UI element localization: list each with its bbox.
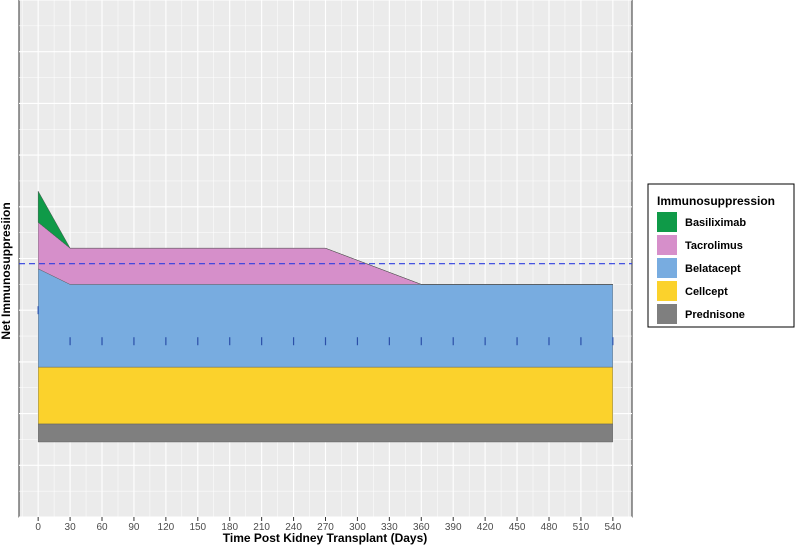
legend: Immunosuppression BasiliximabTacrolimusB… bbox=[647, 183, 795, 328]
legend-swatch-prednisone bbox=[657, 304, 677, 324]
x-tick-label: 150 bbox=[189, 522, 206, 533]
x-tick-label: 240 bbox=[285, 522, 302, 533]
x-tick-label: 0 bbox=[35, 522, 41, 533]
x-tick-label: 210 bbox=[253, 522, 270, 533]
y-axis-title: Net Immunosuppresiion bbox=[0, 202, 13, 339]
legend-label-prednisone: Prednisone bbox=[685, 309, 745, 321]
area-prednisone bbox=[38, 423, 613, 443]
x-tick-label: 540 bbox=[605, 522, 622, 533]
x-tick-label: 180 bbox=[221, 522, 238, 533]
x-tick-label: 450 bbox=[509, 522, 526, 533]
legend-label-cellcept: Cellcept bbox=[685, 286, 728, 298]
x-tick-label: 330 bbox=[381, 522, 398, 533]
x-tick-label: 60 bbox=[96, 522, 108, 533]
legend-swatch-cellcept bbox=[657, 281, 677, 301]
x-tick-label: 480 bbox=[541, 522, 558, 533]
x-tick-label: 510 bbox=[573, 522, 590, 533]
legend-swatch-tacrolimus bbox=[657, 235, 677, 255]
legend-title: Immunosuppression bbox=[657, 194, 775, 208]
legend-items: Basiliximab Tacrolimus Belatacept Cellcept P… bbox=[657, 212, 746, 324]
legend-label-tacrolimus: Tacrolimus bbox=[685, 240, 743, 252]
x-tick-label: 90 bbox=[128, 522, 140, 533]
x-tick-label: 30 bbox=[65, 522, 77, 533]
legend-label-basiliximab: Basiliximab bbox=[685, 217, 746, 229]
area-cellcept bbox=[38, 366, 613, 425]
x-tick-label: 390 bbox=[445, 522, 462, 533]
x-axis-title: Time Post Kidney Transplant (Days) bbox=[223, 531, 428, 545]
legend-swatch-basiliximab bbox=[657, 212, 677, 232]
x-tick-label: 300 bbox=[349, 522, 366, 533]
x-tick-label: 420 bbox=[477, 522, 494, 533]
belatacept-dose-marks bbox=[37, 306, 614, 346]
area-basiliximab-peak bbox=[37, 190, 71, 249]
x-tick-label: 120 bbox=[158, 522, 175, 533]
legend-swatch-belatacept bbox=[657, 258, 677, 278]
legend-label-belatacept: Belatacept bbox=[685, 263, 741, 275]
legend-box bbox=[647, 183, 795, 328]
x-axis-ticks: 0 30 60 90 120 150 180 210 240 270 300 330 360 390 420… bbox=[35, 517, 622, 533]
x-tick-label: 270 bbox=[317, 522, 334, 533]
area-series bbox=[37, 190, 613, 443]
x-tick-label: 360 bbox=[413, 522, 430, 533]
